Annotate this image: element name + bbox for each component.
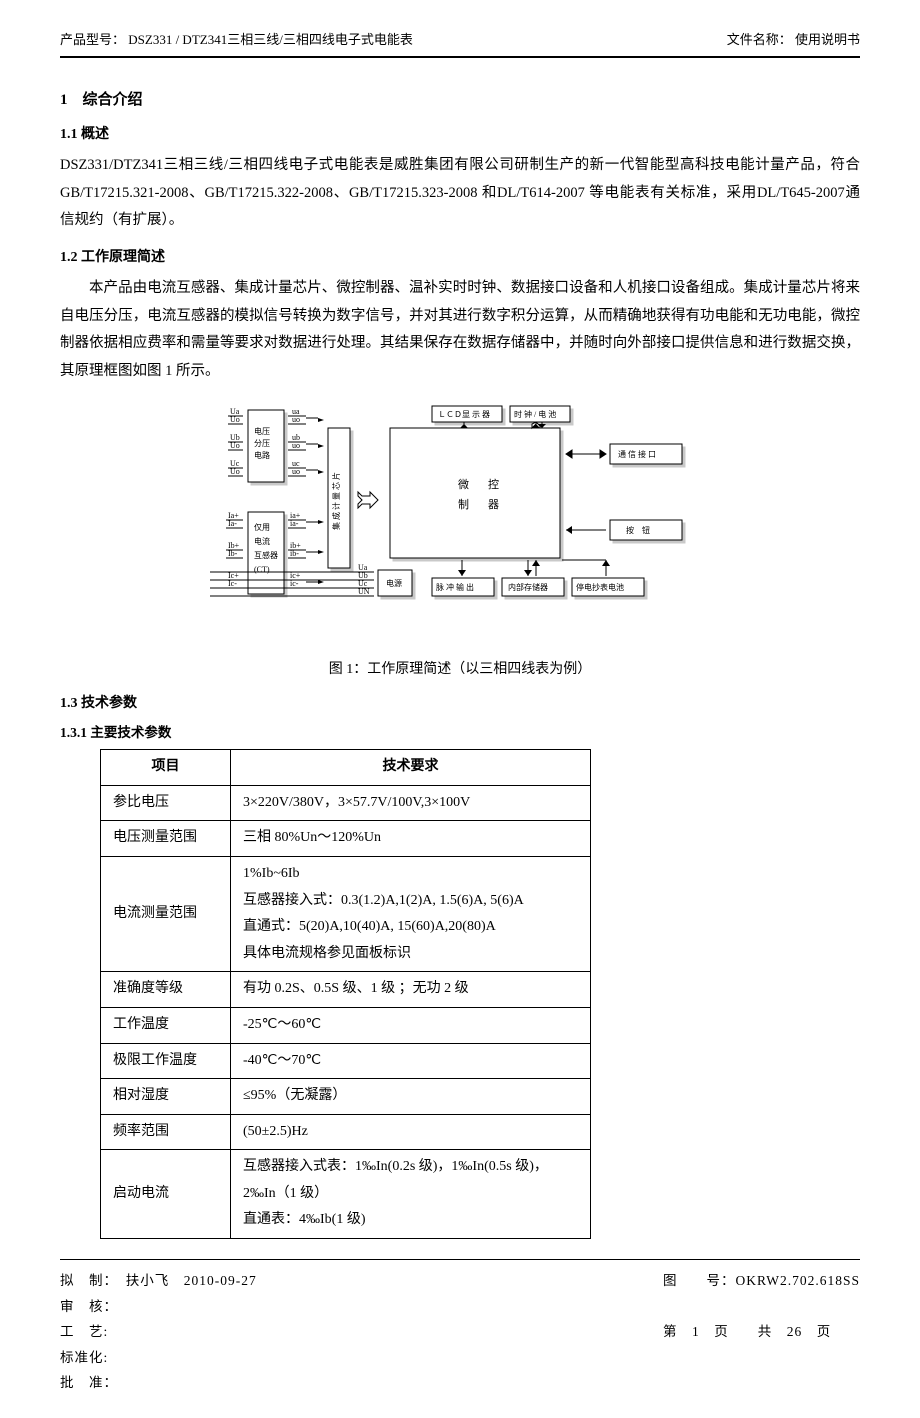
svg-text:电流: 电流: [254, 536, 270, 546]
svg-text:通 信 接 口: 通 信 接 口: [618, 449, 656, 459]
table-row: 极限工作温度-40℃～70℃: [101, 1043, 591, 1079]
table-cell-spec: 三相 80%Un～120%Un: [231, 821, 591, 857]
table-cell-spec: 互感器接入式表：1‰In(0.2s 级)，1‰In(0.5s 级)，2‰In（1…: [231, 1150, 591, 1239]
table-cell-item: 启动电流: [101, 1150, 231, 1239]
table-row: 参比电压3×220V/380V，3×57.7V/100V,3×100V: [101, 785, 591, 821]
section-1-2-heading: 1.2 工作原理简述: [60, 247, 860, 269]
table-cell-spec: -40℃～70℃: [231, 1043, 591, 1079]
svg-text:ia-: ia-: [290, 519, 299, 528]
footer-line: 标准化:: [60, 1347, 257, 1369]
table-cell-spec: -25℃～60℃: [231, 1007, 591, 1043]
svg-text:时 钟 / 电 池: 时 钟 / 电 池: [514, 409, 556, 419]
svg-text:微 控: 微 控: [458, 477, 503, 491]
product-model-label: 产品型号：: [60, 32, 125, 47]
footer-right: 图 号：OKRW2.702.618SS 第 1 页 共 26 页: [663, 1270, 860, 1398]
svg-text:电压: 电压: [254, 426, 270, 436]
document-header: 产品型号： DSZ331 / DTZ341三相三线/三相四线电子式电能表 文件名…: [60, 30, 860, 58]
doc-name-label: 文件名称：: [727, 32, 792, 47]
header-right: 文件名称： 使用说明书: [727, 30, 860, 51]
table-cell-item: 电压测量范围: [101, 821, 231, 857]
table-row: 准确度等级有功 0.2S、0.5S 级、1 级 ；无功 2 级: [101, 972, 591, 1008]
section-1-1-heading: 1.1 概述: [60, 124, 860, 146]
table-header-row: 项目 技术要求: [101, 750, 591, 786]
svg-text:ib-: ib-: [290, 549, 299, 558]
svg-text:Uo: Uo: [230, 415, 240, 424]
section-1-3-heading: 1.3 技术参数: [60, 693, 860, 715]
svg-text:uo: uo: [292, 441, 300, 450]
spec-table: 项目 技术要求 参比电压3×220V/380V，3×57.7V/100V,3×1…: [100, 749, 591, 1239]
table-cell-spec: (50±2.5)Hz: [231, 1114, 591, 1150]
table-cell-item: 频率范围: [101, 1114, 231, 1150]
svg-text:电路: 电路: [254, 450, 270, 460]
svg-text:Ib-: Ib-: [228, 549, 238, 558]
svg-text:UN: UN: [358, 587, 370, 596]
document-footer: 拟 制： 扶小飞 2010-09-27 审 核： 工 艺: 标准化: 批 准： 图 号：…: [60, 1259, 860, 1398]
product-model-value: DSZ331 / DTZ341三相三线/三相四线电子式电能表: [128, 32, 413, 47]
table-cell-item: 参比电压: [101, 785, 231, 821]
table-cell-item: 电流测量范围: [101, 856, 231, 971]
svg-text:uo: uo: [292, 467, 300, 476]
svg-text:仅用: 仅用: [254, 522, 270, 532]
table-row: 电压测量范围三相 80%Un～120%Un: [101, 821, 591, 857]
svg-text:Uo: Uo: [230, 467, 240, 476]
diagram-svg: Ua Uo Ub Uo Uc Uo 电压分压电路 ua uo ub uo uc …: [210, 400, 710, 640]
block-diagram: Ua Uo Ub Uo Uc Uo 电压分压电路 ua uo ub uo uc …: [210, 400, 710, 648]
table-cell-item: 极限工作温度: [101, 1043, 231, 1079]
table-cell-spec: ≤95%（无凝露）: [231, 1079, 591, 1115]
table-cell-spec: 有功 0.2S、0.5S 级、1 级 ；无功 2 级: [231, 972, 591, 1008]
table-row: 工作温度-25℃～60℃: [101, 1007, 591, 1043]
svg-text:内部存储器: 内部存储器: [508, 582, 548, 592]
footer-line: 图 号：OKRW2.702.618SS: [663, 1270, 860, 1292]
col-spec: 技术要求: [231, 750, 591, 786]
svg-text:电源: 电源: [386, 578, 402, 588]
svg-text:Ia-: Ia-: [228, 519, 237, 528]
table-row: 电流测量范围1%Ib~6Ib 互感器接入式：0.3(1.2)A,1(2)A, 1…: [101, 856, 591, 971]
footer-line: 批 准：: [60, 1372, 257, 1394]
svg-text:停电抄表电池: 停电抄表电池: [576, 582, 624, 592]
table-row: 启动电流互感器接入式表：1‰In(0.2s 级)，1‰In(0.5s 级)，2‰…: [101, 1150, 591, 1239]
svg-text:互感器: 互感器: [254, 550, 278, 560]
svg-text:脉 冲 输 出: 脉 冲 输 出: [436, 582, 474, 592]
svg-text:uo: uo: [292, 415, 300, 424]
svg-text:集成计量芯片: 集成计量芯片: [331, 470, 341, 530]
section-1-3-1-heading: 1.3.1 主要技术参数: [60, 722, 860, 744]
table-cell-item: 准确度等级: [101, 972, 231, 1008]
svg-text:制 器: 制 器: [458, 498, 503, 511]
footer-line: 第 1 页 共 26 页: [663, 1321, 860, 1343]
table-row: 相对湿度≤95%（无凝露）: [101, 1079, 591, 1115]
footer-line: 工 艺:: [60, 1321, 257, 1343]
col-item: 项目: [101, 750, 231, 786]
section-1-heading: 1 综合介绍: [60, 88, 860, 112]
svg-text:(CT): (CT): [254, 565, 270, 574]
table-cell-item: 相对湿度: [101, 1079, 231, 1115]
table-cell-spec: 3×220V/380V，3×57.7V/100V,3×100V: [231, 785, 591, 821]
svg-text:ＬＣＤ显 示 器: ＬＣＤ显 示 器: [438, 410, 490, 419]
footer-line: 审 核：: [60, 1296, 257, 1318]
footer-line: 拟 制： 扶小飞 2010-09-27: [60, 1270, 257, 1292]
footer-line: [663, 1296, 860, 1318]
table-cell-spec: 1%Ib~6Ib 互感器接入式：0.3(1.2)A,1(2)A, 1.5(6)A…: [231, 856, 591, 971]
svg-text:分压: 分压: [254, 439, 270, 448]
section-1-1-text: DSZ331/DTZ341三相三线/三相四线电子式电能表是威胜集团有限公司研制生…: [60, 152, 860, 235]
doc-name-value: 使用说明书: [795, 32, 860, 47]
table-cell-item: 工作温度: [101, 1007, 231, 1043]
section-1-2-text: 本产品由电流互感器、集成计量芯片、微控制器、温补实时时钟、数据接口设备和人机接口…: [60, 275, 860, 385]
footer-left: 拟 制： 扶小飞 2010-09-27 审 核： 工 艺: 标准化: 批 准：: [60, 1270, 257, 1398]
table-row: 频率范围(50±2.5)Hz: [101, 1114, 591, 1150]
svg-text:按 钮: 按 钮: [626, 525, 650, 535]
svg-text:Uo: Uo: [230, 441, 240, 450]
diagram-caption: 图 1：工作原理简述（以三相四线表为例）: [60, 659, 860, 681]
header-left: 产品型号： DSZ331 / DTZ341三相三线/三相四线电子式电能表: [60, 30, 413, 51]
